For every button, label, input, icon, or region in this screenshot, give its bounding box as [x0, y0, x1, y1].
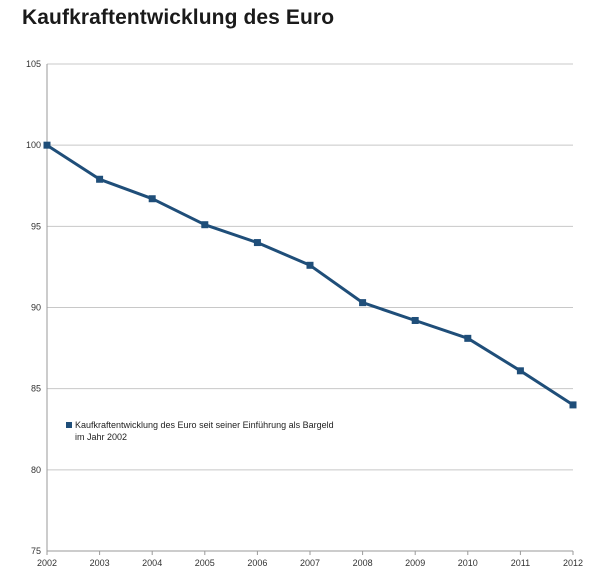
series — [43, 141, 577, 409]
data-point-2002 — [43, 141, 51, 149]
y-tick-label: 100 — [26, 140, 41, 150]
x-tick-label: 2009 — [405, 558, 425, 568]
x-tick-label: 2006 — [247, 558, 267, 568]
x-tick-label: 2008 — [353, 558, 373, 568]
x-axis-ticks: 2002 2003 2004 2005 2006 2007 2008 2009 2010 2011… — [37, 551, 583, 568]
y-tick-label: 75 — [31, 546, 41, 556]
data-point-2009 — [411, 316, 419, 324]
y-tick-label: 85 — [31, 384, 41, 394]
page-title: Kaufkraftentwicklung des Euro — [22, 6, 335, 29]
grid — [47, 63, 573, 552]
x-tick-label: 2007 — [300, 558, 320, 568]
data-point-2012 — [569, 401, 577, 409]
data-point-2006 — [253, 239, 261, 247]
x-tick-label: 2010 — [458, 558, 478, 568]
x-tick-label: 2005 — [195, 558, 215, 568]
data-point-2011 — [516, 367, 524, 375]
x-tick-label: 2012 — [563, 558, 583, 568]
data-point-2010 — [464, 334, 472, 342]
data-point-2008 — [359, 299, 367, 307]
data-point-2007 — [306, 261, 314, 269]
y-axis-ticks: 75 80 85 90 95 100 105 — [26, 59, 41, 556]
legend-label: Kaufkraftentwicklung des Euro seit seine… — [75, 420, 334, 430]
x-tick-label: 2002 — [37, 558, 57, 568]
data-point-2003 — [96, 175, 104, 183]
data-point-2005 — [201, 221, 209, 229]
x-tick-label: 2003 — [90, 558, 110, 568]
data-point-2004 — [148, 195, 156, 203]
y-tick-label: 95 — [31, 221, 41, 231]
y-tick-label: 90 — [31, 303, 41, 313]
x-tick-label: 2011 — [511, 558, 530, 568]
legend-marker — [66, 422, 72, 428]
x-tick-label: 2004 — [142, 558, 162, 568]
legend: Kaufkraftentwicklung des Euro seit seine… — [66, 420, 334, 442]
legend-label: im Jahr 2002 — [75, 432, 127, 442]
y-tick-label: 105 — [26, 59, 41, 69]
y-tick-label: 80 — [31, 465, 41, 475]
series-line — [45, 143, 575, 407]
